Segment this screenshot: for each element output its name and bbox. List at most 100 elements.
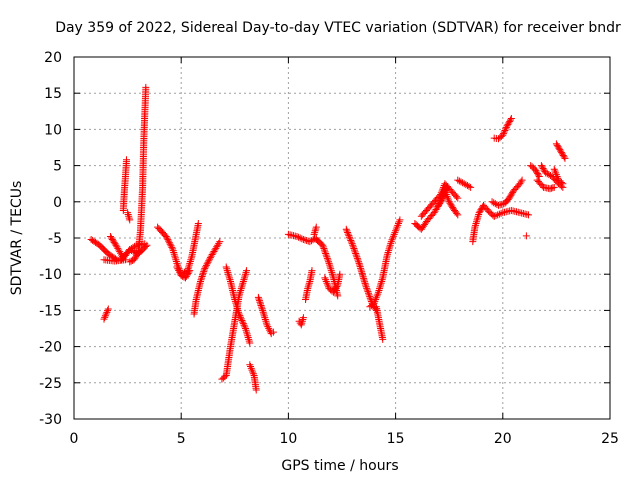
data-point xyxy=(349,243,357,251)
data-point xyxy=(312,223,320,231)
data-point xyxy=(142,83,150,91)
data-point xyxy=(243,330,251,338)
data-point xyxy=(252,386,260,394)
data-point xyxy=(330,287,338,295)
data-point xyxy=(258,303,266,311)
data-point xyxy=(324,256,332,264)
data-point xyxy=(372,294,380,302)
data-point xyxy=(101,312,109,320)
data-point xyxy=(241,323,249,331)
data-point xyxy=(502,123,510,131)
data-point xyxy=(334,292,342,300)
data-point xyxy=(241,272,249,280)
data-point xyxy=(561,154,569,162)
data-point xyxy=(343,227,351,235)
data-point xyxy=(172,258,180,266)
data-point xyxy=(247,364,255,372)
data-point xyxy=(448,202,456,210)
data-point xyxy=(322,276,330,284)
data-point xyxy=(389,234,397,242)
x-tick-label: 5 xyxy=(177,431,186,447)
data-point xyxy=(225,272,233,280)
data-point xyxy=(352,249,360,257)
data-point xyxy=(436,198,444,206)
data-point xyxy=(299,314,307,322)
data-point xyxy=(471,223,479,231)
data-point xyxy=(164,236,172,244)
data-point xyxy=(255,297,263,305)
data-point xyxy=(243,328,251,336)
data-point xyxy=(131,242,139,250)
data-point xyxy=(322,277,330,285)
data-point xyxy=(389,232,397,240)
data-point xyxy=(133,250,141,258)
data-point xyxy=(236,312,244,320)
y-tick-label: 15 xyxy=(44,86,62,102)
data-point xyxy=(471,221,479,229)
data-point xyxy=(495,210,503,218)
data-point xyxy=(348,240,356,248)
data-point xyxy=(170,250,178,258)
data-point xyxy=(552,169,560,177)
x-tick-label: 25 xyxy=(601,431,619,447)
data-point xyxy=(126,246,134,254)
data-point xyxy=(444,196,452,204)
data-point xyxy=(370,299,378,307)
data-point xyxy=(437,195,445,203)
data-point xyxy=(142,242,150,250)
data-point xyxy=(475,209,483,217)
data-point xyxy=(391,229,399,237)
data-point xyxy=(171,254,179,262)
data-point xyxy=(344,228,352,236)
data-point xyxy=(124,210,132,218)
data-point xyxy=(234,306,242,314)
data-point xyxy=(446,199,454,207)
data-point xyxy=(331,285,339,293)
chart-title: Day 359 of 2022, Sidereal Day-to-day VTE… xyxy=(55,20,621,36)
data-point xyxy=(223,267,231,275)
data-point xyxy=(383,252,391,260)
data-point xyxy=(224,268,232,276)
data-point xyxy=(390,230,398,238)
data-point xyxy=(238,316,246,324)
data-point xyxy=(556,146,564,154)
data-point xyxy=(319,241,327,249)
data-point xyxy=(298,317,306,325)
data-point xyxy=(169,245,177,253)
data-point xyxy=(532,167,540,175)
data-point xyxy=(223,265,231,273)
data-point xyxy=(204,258,212,266)
data-point xyxy=(198,274,206,282)
data-point xyxy=(378,277,386,285)
data-point xyxy=(168,243,176,251)
data-point xyxy=(364,288,372,296)
data-point xyxy=(298,235,306,243)
data-point xyxy=(174,265,182,273)
data-point xyxy=(242,325,250,332)
data-point xyxy=(502,125,510,133)
data-point xyxy=(444,194,452,202)
data-point xyxy=(474,214,482,222)
data-point xyxy=(365,291,373,299)
data-point xyxy=(242,270,250,278)
data-point xyxy=(126,216,134,224)
data-point xyxy=(505,194,513,202)
data-point xyxy=(507,191,515,199)
data-point xyxy=(308,267,316,275)
data-point xyxy=(177,272,185,280)
data-point xyxy=(496,201,504,209)
data-point xyxy=(396,216,404,224)
data-point xyxy=(167,242,175,250)
data-point xyxy=(231,296,239,304)
data-point xyxy=(376,285,384,293)
data-point xyxy=(233,305,241,313)
data-point xyxy=(249,368,257,376)
data-point xyxy=(439,192,447,200)
data-point xyxy=(374,290,382,298)
data-point xyxy=(245,335,253,343)
data-point xyxy=(323,254,331,262)
data-point xyxy=(365,289,373,297)
data-point xyxy=(187,256,195,264)
data-point xyxy=(552,140,560,148)
data-point xyxy=(534,170,542,178)
